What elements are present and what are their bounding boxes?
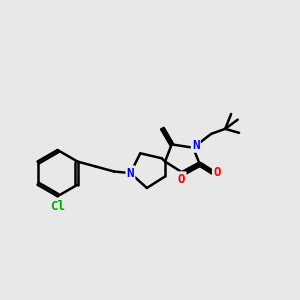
Text: O: O <box>178 172 185 186</box>
Text: N: N <box>192 139 200 152</box>
Text: O: O <box>213 166 221 179</box>
Text: N: N <box>127 167 134 180</box>
Text: Cl: Cl <box>50 200 65 213</box>
